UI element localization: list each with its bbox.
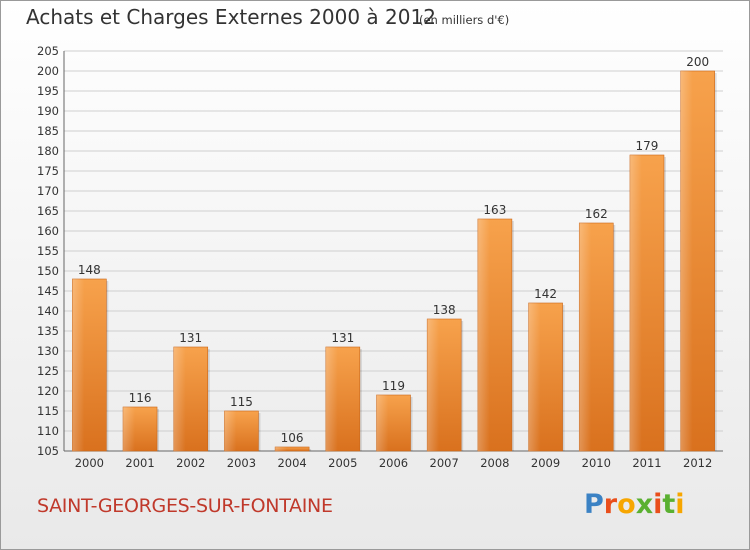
value-label-2007: 138 [433, 303, 456, 317]
x-tick-label-2000: 2000 [75, 456, 104, 470]
bar-highlight-2005 [325, 347, 338, 451]
chart-title: Achats et Charges Externes 2000 à 2012 [26, 5, 436, 29]
y-tick-label-165: 165 [37, 204, 59, 218]
y-tick-label-130: 130 [37, 344, 59, 358]
value-label-2000: 148 [78, 263, 101, 277]
y-tick-label-175: 175 [37, 164, 59, 178]
x-tick-label-2011: 2011 [632, 456, 661, 470]
y-tick-label-185: 185 [37, 124, 59, 138]
value-label-2001: 116 [129, 391, 152, 405]
logo-letter: x [635, 489, 654, 520]
proxiti-logo: Proxiti [584, 489, 685, 520]
y-tick-label-140: 140 [37, 304, 59, 318]
bar-highlight-2002 [173, 347, 186, 451]
x-tick-label-2012: 2012 [683, 456, 712, 470]
bar-highlight-2000 [72, 279, 85, 451]
bar-highlight-2008 [477, 219, 490, 451]
y-tick-label-190: 190 [37, 104, 59, 118]
y-tick-label-150: 150 [37, 264, 59, 278]
bar-highlight-2003 [224, 411, 237, 451]
bar-highlight-2007 [427, 319, 440, 451]
y-tick-label-110: 110 [37, 424, 59, 438]
bar-highlight-2010 [579, 223, 592, 451]
x-tick-label-2005: 2005 [328, 456, 357, 470]
y-tick-label-180: 180 [37, 144, 59, 158]
y-tick-label-145: 145 [37, 284, 59, 298]
value-label-2005: 131 [331, 331, 354, 345]
logo-letter: i [653, 489, 663, 520]
bar-highlight-2004 [275, 447, 288, 451]
value-label-2009: 142 [534, 287, 557, 301]
value-label-2008: 163 [483, 203, 506, 217]
x-tick-label-2001: 2001 [125, 456, 154, 470]
x-tick-label-2006: 2006 [379, 456, 408, 470]
bar-highlight-2006 [376, 395, 389, 451]
y-tick-label-205: 205 [37, 44, 59, 58]
logo-letter: r [603, 489, 618, 520]
value-label-2012: 200 [686, 55, 709, 69]
x-tick-label-2003: 2003 [227, 456, 256, 470]
bar-highlight-2001 [123, 407, 135, 451]
x-tick-label-2002: 2002 [176, 456, 205, 470]
y-tick-label-125: 125 [37, 364, 59, 378]
y-tick-label-135: 135 [37, 324, 59, 338]
logo-letter: i [675, 489, 685, 520]
y-tick-label-105: 105 [37, 444, 59, 458]
y-tick-label-170: 170 [37, 184, 59, 198]
y-tick-label-120: 120 [37, 384, 59, 398]
x-tick-label-2008: 2008 [480, 456, 509, 470]
place-name: SAINT-GEORGES-SUR-FONTAINE [37, 495, 333, 517]
y-tick-label-115: 115 [37, 404, 59, 418]
x-tick-label-2009: 2009 [531, 456, 560, 470]
value-label-2003: 115 [230, 395, 253, 409]
value-label-2010: 162 [585, 207, 608, 221]
x-tick-label-2010: 2010 [582, 456, 611, 470]
logo-letter: o [617, 489, 636, 520]
x-tick-label-2004: 2004 [277, 456, 306, 470]
x-tick-label-2007: 2007 [430, 456, 459, 470]
y-tick-label-200: 200 [37, 64, 59, 78]
value-label-2006: 119 [382, 379, 405, 393]
bar-highlight-2012 [680, 71, 693, 451]
bar-highlight-2011 [629, 155, 642, 451]
y-tick-label-155: 155 [37, 244, 59, 258]
value-label-2011: 179 [636, 139, 659, 153]
y-tick-label-160: 160 [37, 224, 59, 238]
y-tick-label-195: 195 [37, 84, 59, 98]
value-label-2002: 131 [179, 331, 202, 345]
logo-letter: t [662, 489, 676, 520]
bar-highlight-2009 [528, 303, 541, 451]
value-label-2004: 106 [281, 431, 304, 445]
chart-subtitle: (en milliers d'€) [419, 13, 510, 27]
logo-letter: P [584, 489, 604, 520]
